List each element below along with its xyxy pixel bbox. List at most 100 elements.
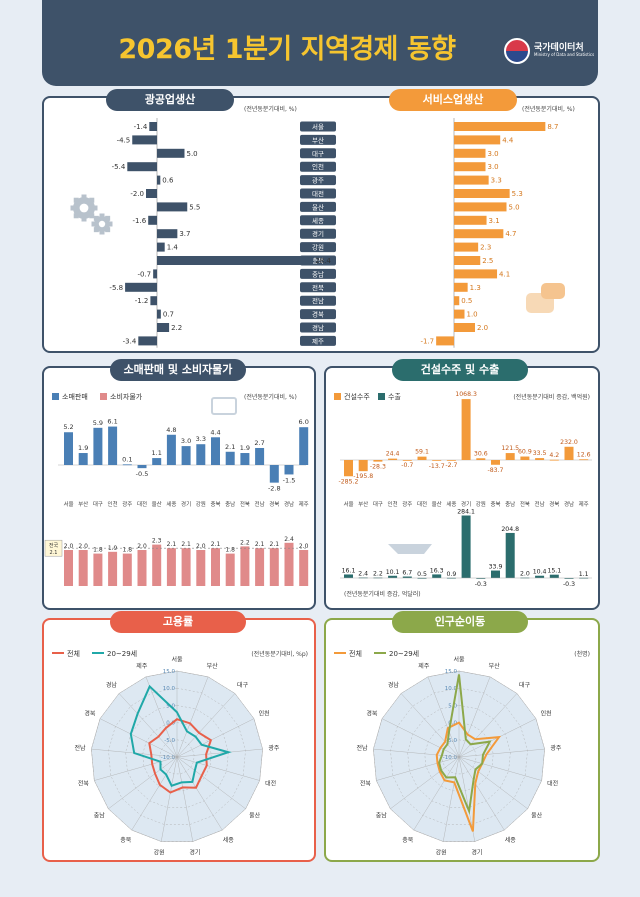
industrial-bar <box>157 256 314 265</box>
region-label: 대구 <box>373 500 383 508</box>
cpi-value: 1.8 <box>93 547 103 554</box>
radar-spoke <box>427 676 460 758</box>
national-cpi-tag <box>44 539 63 557</box>
region-label: 전남 <box>312 296 324 305</box>
region-label: 경북 <box>269 501 279 508</box>
radar-spoke <box>458 693 518 758</box>
ring-label: 15.0 <box>445 669 458 675</box>
industrial-bar <box>157 202 188 212</box>
region-label: 서울 <box>63 500 73 508</box>
radar-spoke <box>458 748 545 758</box>
construction-bar <box>358 460 368 472</box>
construction-value: 12.6 <box>577 451 591 458</box>
industrial-value: 0.6 <box>162 177 174 185</box>
industrial-value: 5.5 <box>189 203 200 211</box>
service-value: 4.1 <box>499 270 510 278</box>
cpi-bar <box>269 548 279 586</box>
region-label: 제주 <box>299 500 309 508</box>
region-label: 경남 <box>106 681 118 689</box>
export-bar <box>402 576 412 578</box>
industrial-bar <box>153 269 157 279</box>
construction-value: 24.4 <box>386 451 400 458</box>
cpi-bar <box>299 550 309 586</box>
radar-spoke <box>94 756 178 781</box>
service-bar <box>436 336 454 346</box>
retail-value: 6.1 <box>107 418 117 426</box>
cpi-value: 2.1 <box>270 541 280 548</box>
region-label: 경남 <box>312 323 324 332</box>
retail-value: 5.2 <box>63 423 73 431</box>
region-tag <box>300 335 336 346</box>
legend-youth: 20~29세 <box>389 649 419 658</box>
construction-value: -2.7 <box>445 462 457 469</box>
region-label: 대구 <box>312 150 324 158</box>
cpi-bar <box>181 548 191 586</box>
service-bar <box>454 135 501 145</box>
youth-series-line <box>438 674 492 815</box>
radar-spoke <box>176 756 246 809</box>
region-label: 전남 <box>535 500 545 508</box>
retail-value: 4.8 <box>166 426 176 434</box>
radar-spoke <box>458 756 528 809</box>
cpi-bar <box>166 548 176 586</box>
region-tag <box>300 201 336 212</box>
region-label: 대전 <box>265 780 276 788</box>
region-tag <box>300 228 336 239</box>
cpi-value: 2.3 <box>152 538 162 545</box>
cpi-bar <box>152 544 162 586</box>
construction-value: -28.3 <box>370 464 386 471</box>
radar-ring <box>407 705 511 808</box>
retail-bar <box>64 432 73 465</box>
export-value: -0.3 <box>475 581 487 588</box>
industrial-bar <box>132 135 157 145</box>
service-bar <box>454 189 510 198</box>
region-label: 울산 <box>312 202 324 211</box>
radar-spoke <box>400 693 460 758</box>
header-banner: 2026년 1분기 지역경제 동향 국가데이터처 Ministry of Dat… <box>42 0 598 86</box>
region-label: 전북 <box>240 500 250 508</box>
service-value: -1.7 <box>420 337 434 345</box>
service-value: 0.5 <box>461 297 472 305</box>
cpi-bar <box>108 551 118 586</box>
construction-value: -0.7 <box>401 462 413 469</box>
radar-spoke <box>176 756 223 831</box>
ring-label: 10.0 <box>445 686 458 692</box>
region-label: 제주 <box>312 337 324 345</box>
region-label: 세종 <box>312 216 324 225</box>
cpi-bar <box>255 548 265 586</box>
org-name-en: Ministry of Data and Statistics <box>534 52 595 57</box>
region-label: 서울 <box>453 656 465 664</box>
retail-bar <box>166 434 176 465</box>
service-bar <box>454 256 481 265</box>
construction-bar <box>373 460 383 462</box>
region-label: 부산 <box>358 500 368 508</box>
export-bar <box>344 574 353 578</box>
gear-icon <box>70 194 113 235</box>
cpi-bar <box>211 548 220 586</box>
retail-value: -1.5 <box>283 476 296 484</box>
retail-value: 2.1 <box>225 443 235 451</box>
radar-spoke <box>99 718 178 758</box>
construction-value: 232.0 <box>560 439 578 446</box>
ring-label: 15.0 <box>163 669 176 675</box>
region-label: 경기 <box>312 229 324 238</box>
industrial-value: -5.4 <box>112 163 126 171</box>
export-bar <box>461 515 471 578</box>
service-bar <box>454 122 546 131</box>
region-label: 경기 <box>181 500 191 508</box>
region-label: 강원 <box>436 849 447 857</box>
construction-legend: 건설수주 <box>344 392 370 401</box>
radar-ring <box>125 705 229 808</box>
region-label: 충남 <box>312 269 324 278</box>
radar-spoke <box>413 756 460 831</box>
retail-legend-swatch <box>52 393 59 400</box>
service-value: 3.0 <box>488 163 499 171</box>
service-bar <box>454 202 507 212</box>
radar-spoke <box>381 718 460 758</box>
construction-unit-label: (전년동분기대비 증감, 백억원) <box>513 393 590 401</box>
retail-value: 1.9 <box>78 444 88 452</box>
retail-value: 4.4 <box>210 428 220 436</box>
retail-bar <box>211 437 220 465</box>
retail-cpi-chart: 소매판매 소비자물가 (전년동분기대비, %) 5.2 서울 2.0 1.9 부산 2.0 5.9… <box>44 392 309 586</box>
region-label: 전북 <box>520 500 530 508</box>
